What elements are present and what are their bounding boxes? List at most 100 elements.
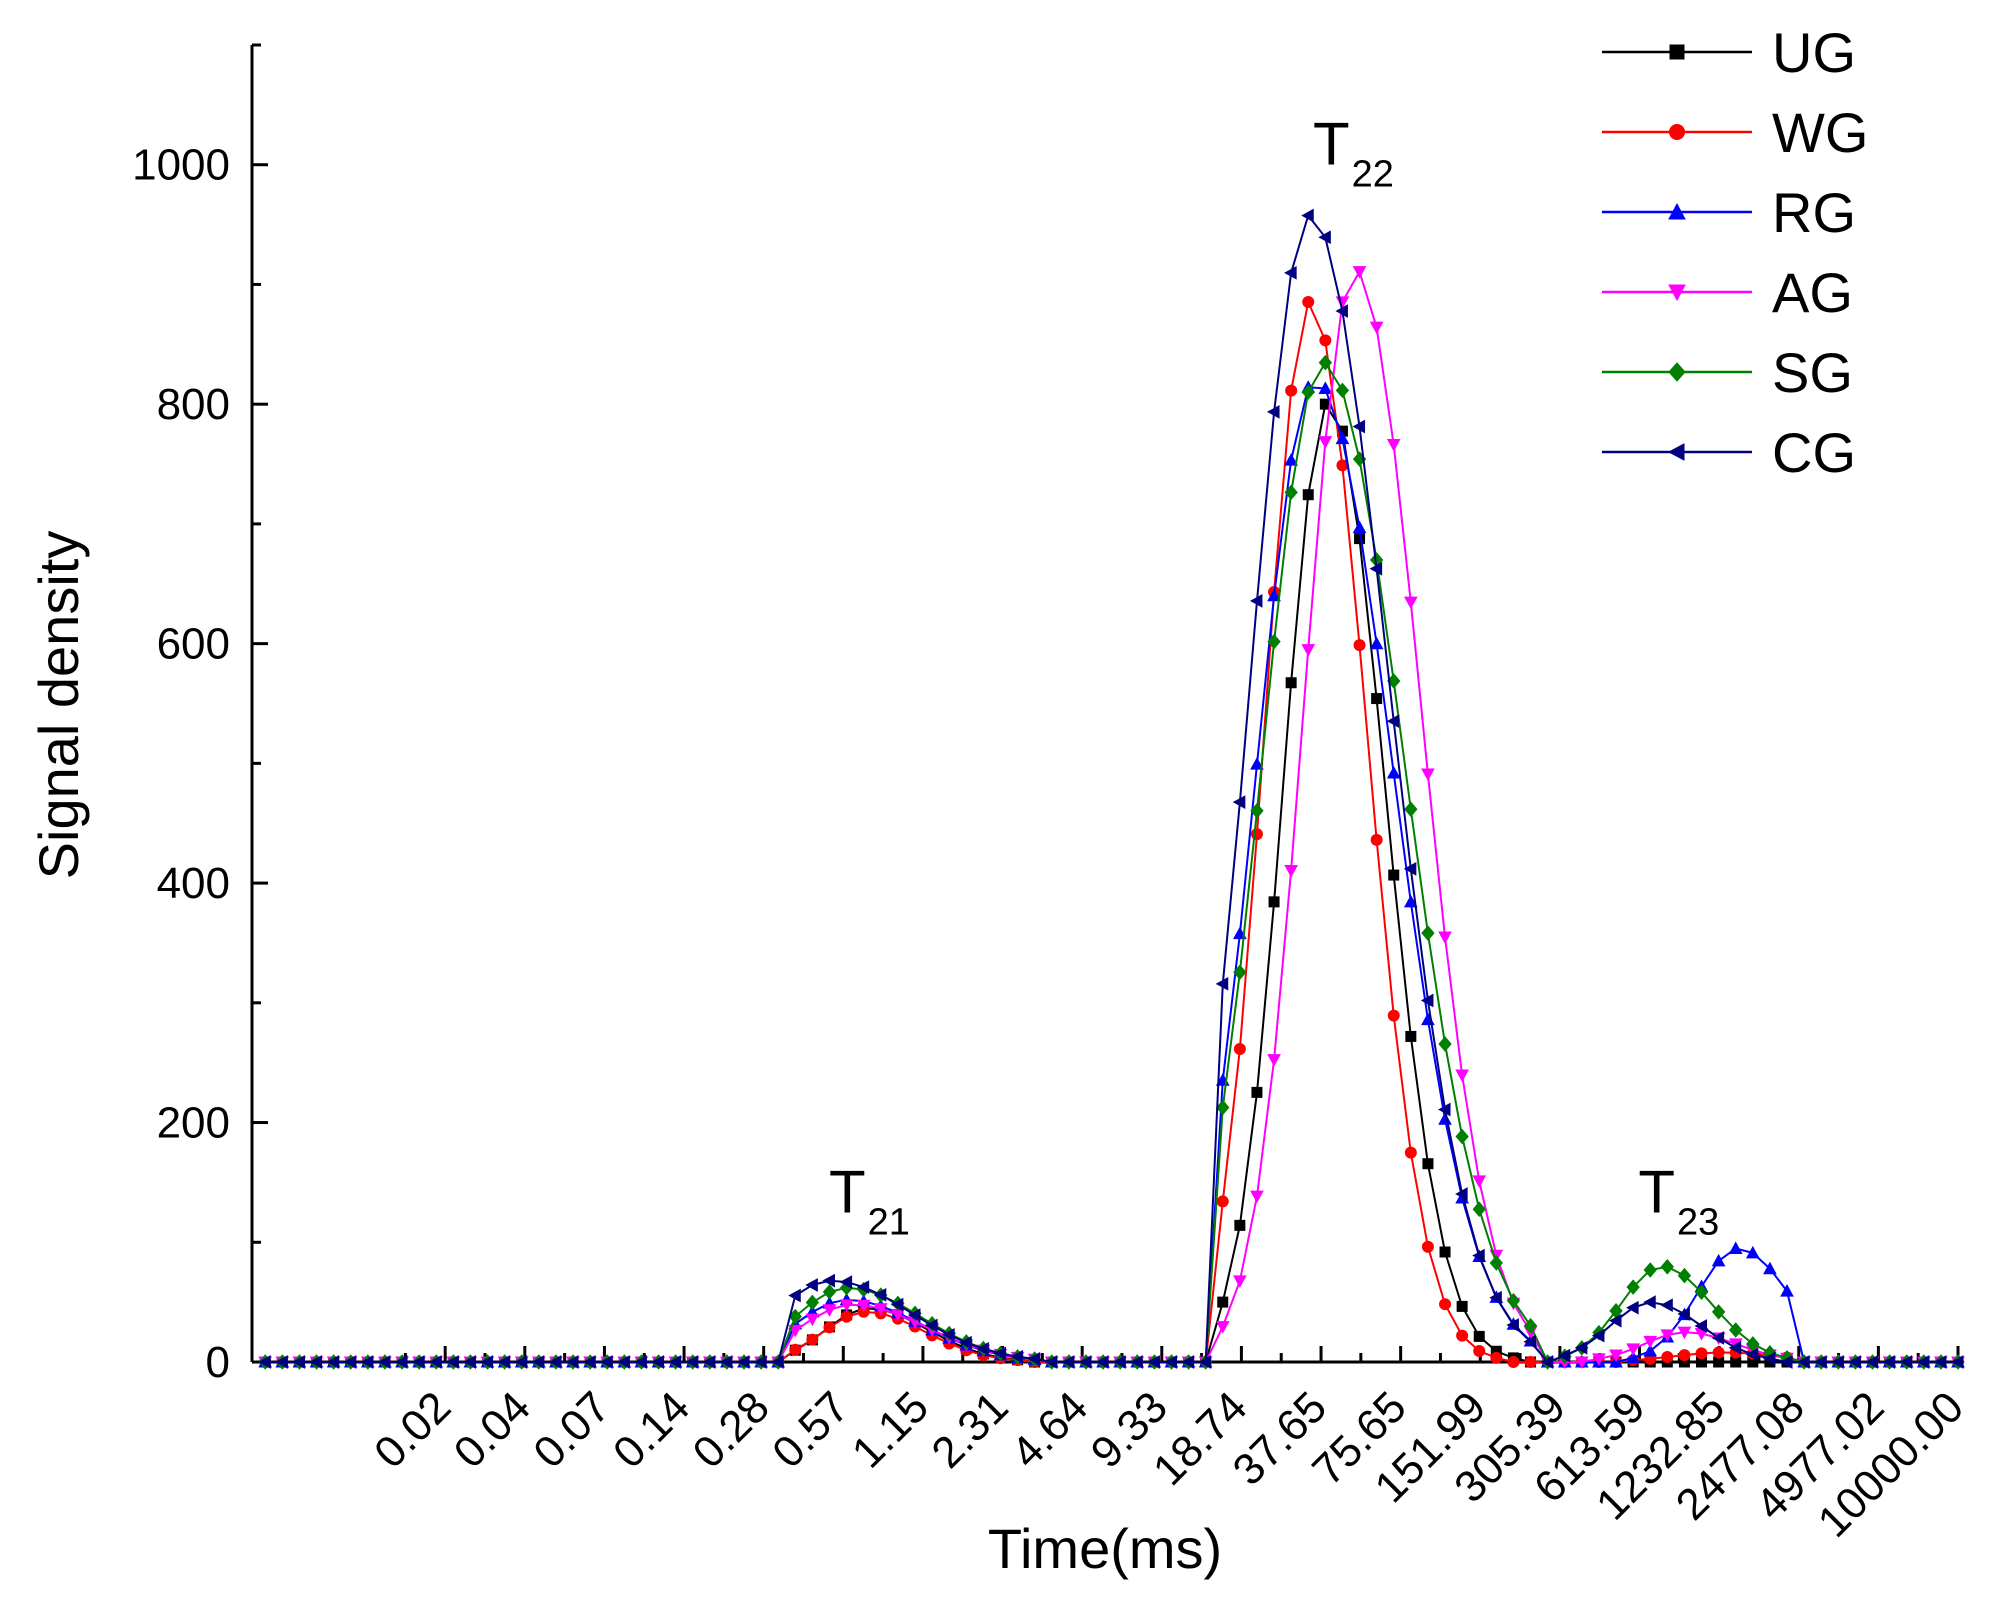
data-point (805, 1294, 820, 1311)
data-point (1421, 925, 1435, 941)
data-point (1285, 384, 1298, 397)
x-tick-label: 0.04 (445, 1382, 540, 1477)
data-point (1369, 321, 1384, 335)
legend-marker (1667, 443, 1685, 461)
data-point (1540, 1355, 1554, 1369)
data-point (1302, 489, 1314, 501)
x-tick-label: 0.07 (524, 1382, 619, 1477)
data-point (1352, 419, 1366, 434)
data-point (822, 1304, 837, 1317)
data-point (856, 1299, 871, 1313)
data-point (1489, 1290, 1502, 1305)
data-point (942, 1327, 955, 1342)
data-point (600, 1355, 613, 1369)
data-point (1626, 1300, 1639, 1315)
data-point (1574, 1340, 1588, 1355)
x-tick-label: 4.64 (1002, 1382, 1097, 1477)
data-point (1010, 1349, 1024, 1364)
legend-item-ug: UG (1602, 21, 1856, 84)
data-point (1164, 1355, 1177, 1369)
data-point (1660, 1259, 1674, 1275)
legend-label: RG (1772, 181, 1856, 244)
data-point (1711, 1304, 1726, 1320)
data-point (1591, 1328, 1605, 1343)
data-point (1113, 1355, 1126, 1369)
data-point (993, 1346, 1006, 1361)
data-point (822, 1273, 835, 1288)
data-point (1831, 1355, 1844, 1369)
data-point (1780, 1284, 1794, 1297)
data-point (1404, 801, 1418, 817)
legend-label: CG (1772, 421, 1856, 484)
data-point (1865, 1355, 1879, 1369)
data-point (360, 1355, 374, 1369)
data-point (1319, 334, 1332, 347)
data-point (1694, 1284, 1709, 1301)
annotation-t22: T 22 (1313, 111, 1394, 196)
data-point (788, 1324, 803, 1338)
data-point (1354, 533, 1366, 545)
data-point (1284, 265, 1297, 280)
data-point (1371, 693, 1383, 705)
data-point (873, 1303, 888, 1316)
data-point (1455, 1069, 1469, 1083)
data-point (275, 1355, 288, 1369)
data-point (754, 1355, 767, 1369)
data-point (1301, 644, 1316, 657)
data-point (1285, 677, 1297, 689)
data-point (771, 1355, 784, 1369)
data-point (1217, 1296, 1229, 1308)
data-point (1215, 976, 1229, 991)
data-point (1490, 1351, 1503, 1364)
data-point (1711, 1253, 1726, 1267)
data-point (806, 1333, 819, 1346)
data-point (1233, 964, 1247, 981)
series-line (265, 213, 1958, 1364)
data-point (1388, 869, 1400, 881)
data-point (1643, 1343, 1658, 1357)
peak-annotations: T 21T 22T 23 (829, 111, 1719, 1244)
data-point (1472, 1201, 1486, 1217)
data-point (1677, 1326, 1692, 1340)
legend-item-wg: WG (1602, 101, 1868, 164)
data-point (788, 1288, 801, 1303)
data-point (805, 1313, 820, 1327)
data-point (394, 1355, 408, 1369)
data-point (1250, 757, 1264, 770)
data-point (446, 1355, 459, 1369)
data-point (805, 1278, 818, 1292)
data-point (1318, 354, 1333, 371)
data-point (1916, 1355, 1930, 1369)
data-point (1797, 1355, 1810, 1369)
data-point (1387, 1009, 1400, 1022)
x-tick-label: 37.65 (1224, 1382, 1337, 1495)
data-point (1557, 1348, 1571, 1363)
data-point (1608, 1313, 1622, 1328)
data-point (1592, 1353, 1606, 1366)
data-point (1473, 1345, 1486, 1358)
data-point (1421, 768, 1435, 782)
data-point (1438, 1036, 1452, 1052)
data-point (1643, 1335, 1658, 1349)
data-point (1284, 453, 1298, 466)
data-point (789, 1343, 802, 1356)
data-point (583, 1355, 596, 1369)
legend-item-rg: RG (1602, 181, 1856, 244)
data-point (1506, 1318, 1519, 1332)
data-point (1044, 1355, 1058, 1369)
data-point (1455, 1128, 1469, 1145)
data-point (1678, 1349, 1691, 1362)
data-point (1523, 1334, 1537, 1349)
y-tick-label: 600 (157, 620, 230, 669)
data-point (1729, 1322, 1743, 1338)
legend-label: SG (1772, 341, 1853, 404)
data-point (1933, 1355, 1947, 1369)
data-point (1369, 636, 1384, 650)
data-point (1251, 1086, 1263, 1098)
y-tick-label: 400 (157, 859, 230, 908)
data-point (514, 1355, 528, 1369)
x-tick-label: 0.28 (684, 1382, 779, 1477)
annotation-main: T (1313, 111, 1350, 178)
series-group (258, 208, 1965, 1370)
